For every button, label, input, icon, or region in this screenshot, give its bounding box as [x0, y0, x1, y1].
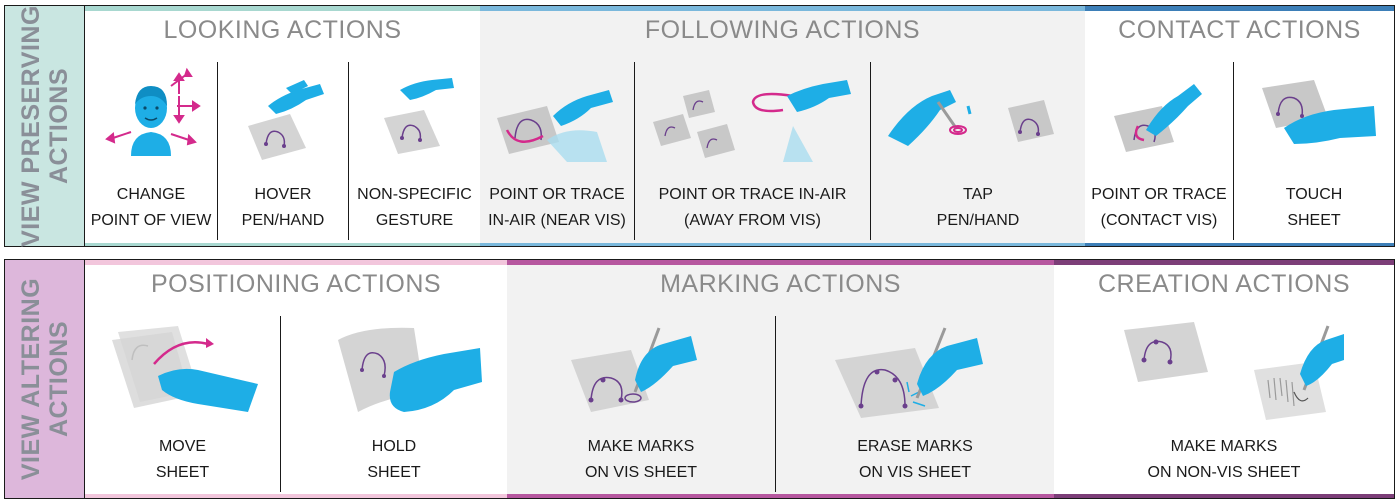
cell-label-line1: TAP [963, 186, 993, 203]
cell-label-line2: IN-AIR (NEAR VIS) [488, 212, 626, 229]
contact-actions-group: CONTACT ACTIONS POINT OR TRACE (CONTACT … [1085, 6, 1394, 246]
view-altering-band: VIEW ALTERING ACTIONS POSITIONING ACTION… [4, 259, 1395, 499]
cell-label-line2: SHEET [1287, 212, 1341, 229]
group-title: FOLLOWING ACTIONS [644, 16, 921, 44]
hand-trace-near-icon [480, 66, 634, 176]
group-color-bar-bottom [1054, 494, 1394, 498]
group-title: POSITIONING ACTIONS [150, 270, 442, 298]
side-label-line2: ACTIONS [44, 321, 73, 438]
group-color-bar [507, 260, 1054, 265]
view-preserving-side-label: VIEW PRESERVING ACTIONS [5, 5, 85, 247]
following-actions-group: FOLLOWING ACTIONS POINT OR TRACE IN-AIR … [480, 6, 1085, 246]
cell-touch-sheet: TOUCH SHEET [1233, 62, 1394, 240]
marking-actions-group: MARKING ACTIONS MAKE MARKS ON VIS SHEET [507, 260, 1054, 498]
cell-label-line2: PEN/HAND [936, 212, 1020, 229]
hand-tap-icon [871, 66, 1085, 176]
pen-mark-icon [507, 320, 775, 430]
cell-label-line2: PEN/HAND [241, 212, 325, 229]
cell-non-specific-gesture: NON-SPECIFIC GESTURE [348, 62, 480, 240]
cell-label: HOVER PEN/HAND [218, 182, 348, 234]
cell-label-line1: ERASE MARKS [857, 438, 973, 455]
cell-label-line1: MOVE [158, 438, 207, 455]
creation-actions-group: CREATION ACTIONS MAKE MARKS ON NON-VIS S… [1054, 260, 1394, 498]
group-color-bar-bottom [507, 494, 1054, 498]
cell-label-line2: (AWAY FROM VIS) [684, 212, 821, 229]
pen-create-icon [1054, 320, 1394, 430]
group-color-bar [85, 6, 480, 11]
cell-move-sheet: MOVE SHEET [85, 316, 280, 492]
pen-erase-icon [776, 320, 1054, 430]
cell-label-line1: MAKE MARKS [1170, 438, 1278, 455]
cell-label-line1: POINT OR TRACE IN-AIR [658, 186, 847, 203]
group-color-bar [1085, 6, 1394, 11]
cell-change-point-of-view: CHANGE POINT OF VIEW [85, 62, 217, 240]
cell-label: POINT OR TRACE (CONTACT VIS) [1085, 182, 1233, 234]
group-title: LOOKING ACTIONS [163, 16, 402, 44]
cell-label: TOUCH SHEET [1234, 182, 1394, 234]
cell-label-line2: SHEET [155, 464, 210, 481]
hand-hover-icon [218, 66, 348, 176]
group-title: CREATION ACTIONS [1097, 270, 1350, 298]
person-head-icon [85, 66, 217, 176]
group-color-bar-bottom [1085, 243, 1394, 246]
cell-label-line1: MAKE MARKS [587, 438, 695, 455]
group-color-bar-bottom [480, 243, 1085, 246]
cell-point-trace-near: POINT OR TRACE IN-AIR (NEAR VIS) [480, 62, 634, 240]
side-label-text: VIEW ALTERING ACTIONS [17, 278, 73, 480]
cell-label-line1: TOUCH [1285, 186, 1343, 203]
cell-tap-pen-hand: TAP PEN/HAND [870, 62, 1085, 240]
cell-label: MOVE SHEET [85, 434, 280, 486]
side-label-line1: VIEW ALTERING [16, 277, 45, 481]
group-title: CONTACT ACTIONS [1118, 16, 1361, 44]
group-color-bar-bottom [85, 494, 507, 498]
cell-label-line2: SHEET [367, 464, 421, 481]
cell-label-line1: CHANGE [116, 186, 186, 203]
cell-point-trace-contact: POINT OR TRACE (CONTACT VIS) [1085, 62, 1233, 240]
cell-label-line1: POINT OR TRACE [1091, 186, 1227, 203]
view-altering-side-label: VIEW ALTERING ACTIONS [5, 260, 85, 498]
group-color-bar [1054, 260, 1394, 265]
cell-label-line2: (CONTACT VIS) [1100, 212, 1218, 229]
view-preserving-band: VIEW PRESERVING ACTIONS LOOKING ACTIONS [4, 5, 1395, 247]
cell-hover-pen-hand: HOVER PEN/HAND [217, 62, 348, 240]
group-color-bar-bottom [85, 243, 480, 246]
cell-label-line2: ON VIS SHEET [858, 464, 972, 481]
group-title: MARKING ACTIONS [660, 270, 901, 298]
cell-label: ERASE MARKS ON VIS SHEET [776, 434, 1054, 486]
cell-label: MAKE MARKS ON VIS SHEET [507, 434, 775, 486]
cell-erase-marks-vis: ERASE MARKS ON VIS SHEET [775, 316, 1054, 492]
looking-actions-group: LOOKING ACTIONS [85, 6, 480, 246]
cell-label: HOLD SHEET [281, 434, 507, 486]
group-color-bar [480, 6, 1085, 11]
cell-label: POINT OR TRACE IN-AIR (AWAY FROM VIS) [635, 182, 870, 234]
cell-label: POINT OR TRACE IN-AIR (NEAR VIS) [480, 182, 634, 234]
cell-label: NON-SPECIFIC GESTURE [349, 182, 480, 234]
cell-label-line1: HOLD [371, 438, 417, 455]
cell-label-line2: POINT OF VIEW [90, 212, 212, 229]
cell-label-line2: ON NON-VIS SHEET [1147, 464, 1301, 481]
cell-label: CHANGE POINT OF VIEW [85, 182, 217, 234]
cell-hold-sheet: HOLD SHEET [280, 316, 507, 492]
cell-point-trace-away: POINT OR TRACE IN-AIR (AWAY FROM VIS) [634, 62, 870, 240]
hand-move-sheet-icon [85, 320, 280, 430]
side-label-text: VIEW PRESERVING ACTIONS [17, 5, 73, 247]
side-label-line1: VIEW PRESERVING [16, 5, 45, 247]
cell-label: TAP PEN/HAND [871, 182, 1085, 234]
hand-trace-away-icon [635, 66, 870, 176]
cell-make-marks-non-vis: MAKE MARKS ON NON-VIS SHEET [1054, 316, 1394, 492]
cell-label-line1: HOVER [254, 186, 312, 203]
group-color-bar [85, 260, 507, 265]
cell-label-line1: POINT OR TRACE [489, 186, 625, 203]
hand-gesture-icon [349, 66, 480, 176]
hand-contact-trace-icon [1085, 66, 1233, 176]
side-label-line2: ACTIONS [44, 68, 73, 185]
hand-touch-icon [1234, 66, 1394, 176]
hand-hold-sheet-icon [281, 320, 507, 430]
cell-label-line2: ON VIS SHEET [584, 464, 698, 481]
cell-label-line2: GESTURE [375, 212, 454, 229]
cell-label-line1: NON-SPECIFIC [357, 186, 472, 203]
cell-make-marks-vis: MAKE MARKS ON VIS SHEET [507, 316, 775, 492]
positioning-actions-group: POSITIONING ACTIONS MOVE SHEET [85, 260, 507, 498]
cell-label: MAKE MARKS ON NON-VIS SHEET [1054, 434, 1394, 486]
